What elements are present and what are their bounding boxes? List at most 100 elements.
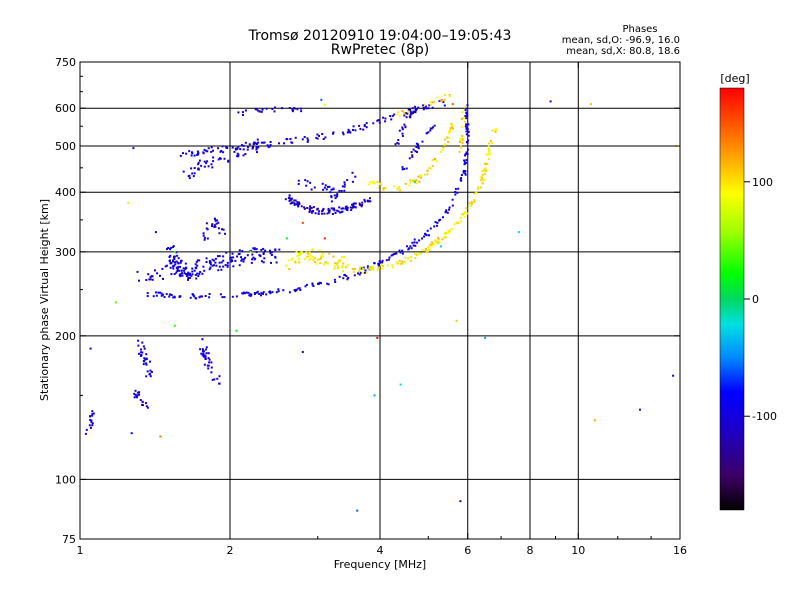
echo-point bbox=[140, 351, 142, 354]
echo-point bbox=[278, 248, 281, 251]
echo-point bbox=[145, 363, 148, 366]
echo-point bbox=[448, 229, 451, 232]
echo-point bbox=[430, 244, 432, 247]
echo-point bbox=[379, 261, 382, 264]
echo-point bbox=[271, 251, 274, 254]
echo-point bbox=[324, 184, 327, 187]
echo-point bbox=[462, 169, 465, 172]
echo-point bbox=[262, 253, 265, 255]
echo-point bbox=[203, 355, 205, 358]
echo-point bbox=[174, 263, 177, 266]
echo-point bbox=[377, 266, 380, 269]
echo-point bbox=[216, 377, 219, 380]
echo-point bbox=[269, 252, 272, 255]
echo-point bbox=[322, 188, 325, 191]
echo-point bbox=[400, 262, 403, 265]
echo-point bbox=[403, 123, 406, 126]
echo-point bbox=[294, 136, 297, 139]
echo-point bbox=[252, 142, 255, 145]
echo-point bbox=[176, 268, 179, 271]
echo-point bbox=[303, 136, 306, 138]
echo-point bbox=[362, 267, 364, 270]
echo-point bbox=[344, 207, 347, 210]
echo-point bbox=[229, 257, 232, 260]
echo-point bbox=[289, 202, 292, 205]
echo-point bbox=[271, 291, 274, 294]
echo-point bbox=[167, 247, 170, 249]
echo-point bbox=[479, 186, 482, 189]
echo-point bbox=[363, 124, 366, 126]
echo-point bbox=[209, 261, 212, 264]
echo-point bbox=[363, 125, 366, 128]
echo-point bbox=[454, 193, 457, 196]
echo-point bbox=[426, 173, 429, 176]
y-tick-label: 500 bbox=[55, 140, 76, 153]
echo-point bbox=[185, 275, 188, 277]
echo-point bbox=[169, 262, 172, 265]
stats-heading: Phases bbox=[622, 24, 657, 35]
echo-point bbox=[173, 273, 176, 275]
echo-point bbox=[460, 137, 463, 140]
echo-point bbox=[199, 348, 202, 351]
echo-point bbox=[450, 126, 453, 129]
isolated-echo-point bbox=[413, 181, 416, 184]
echo-point bbox=[396, 260, 399, 263]
echo-point bbox=[381, 267, 384, 270]
echo-point bbox=[190, 274, 193, 277]
echo-point bbox=[460, 145, 462, 148]
echo-point bbox=[140, 353, 143, 356]
colorbar-tick-label: 100 bbox=[752, 176, 773, 189]
echo-point bbox=[166, 248, 168, 250]
echo-point bbox=[212, 149, 214, 152]
echo-point bbox=[415, 146, 418, 148]
echo-point bbox=[469, 205, 472, 207]
echo-point bbox=[358, 268, 361, 271]
echo-point bbox=[415, 182, 418, 185]
echo-point bbox=[285, 264, 287, 267]
echo-point bbox=[194, 274, 197, 276]
y-tick-label: 750 bbox=[55, 56, 76, 69]
echo-point bbox=[333, 278, 336, 281]
echo-point bbox=[426, 169, 429, 172]
echo-point bbox=[424, 232, 426, 235]
echo-point bbox=[464, 173, 467, 176]
echo-point bbox=[90, 421, 93, 424]
echo-point bbox=[378, 121, 381, 124]
isolated-echo-point bbox=[173, 324, 176, 327]
echo-point bbox=[173, 258, 176, 260]
echo-point bbox=[154, 269, 156, 272]
echo-point bbox=[170, 294, 173, 296]
echo-point bbox=[465, 130, 468, 133]
echo-point bbox=[429, 167, 432, 170]
echo-point bbox=[447, 229, 450, 232]
echo-point bbox=[184, 273, 187, 275]
echo-point bbox=[401, 110, 404, 113]
echo-point bbox=[415, 253, 418, 256]
echo-point bbox=[287, 197, 290, 200]
isolated-echo-point bbox=[159, 435, 162, 438]
echo-point bbox=[485, 169, 487, 172]
echo-point bbox=[399, 189, 402, 192]
echo-point bbox=[483, 172, 486, 175]
echo-point bbox=[494, 130, 497, 133]
echo-point bbox=[366, 199, 369, 202]
echo-point bbox=[343, 189, 346, 192]
echo-point bbox=[196, 272, 199, 275]
echo-point bbox=[260, 294, 262, 297]
echo-point bbox=[270, 254, 273, 256]
echo-point bbox=[441, 99, 444, 102]
echo-point bbox=[342, 277, 345, 280]
echo-point bbox=[91, 422, 94, 425]
echo-point bbox=[203, 165, 206, 168]
echo-point bbox=[255, 251, 258, 254]
echo-point bbox=[201, 272, 204, 275]
echo-point bbox=[226, 147, 229, 149]
echo-point bbox=[344, 206, 347, 209]
echo-point bbox=[381, 259, 384, 262]
echo-point bbox=[403, 114, 406, 117]
echo-point bbox=[396, 188, 399, 191]
echo-point bbox=[176, 270, 179, 272]
echo-point bbox=[481, 173, 484, 176]
isolated-echo-point bbox=[154, 231, 157, 234]
echo-point bbox=[323, 212, 326, 215]
